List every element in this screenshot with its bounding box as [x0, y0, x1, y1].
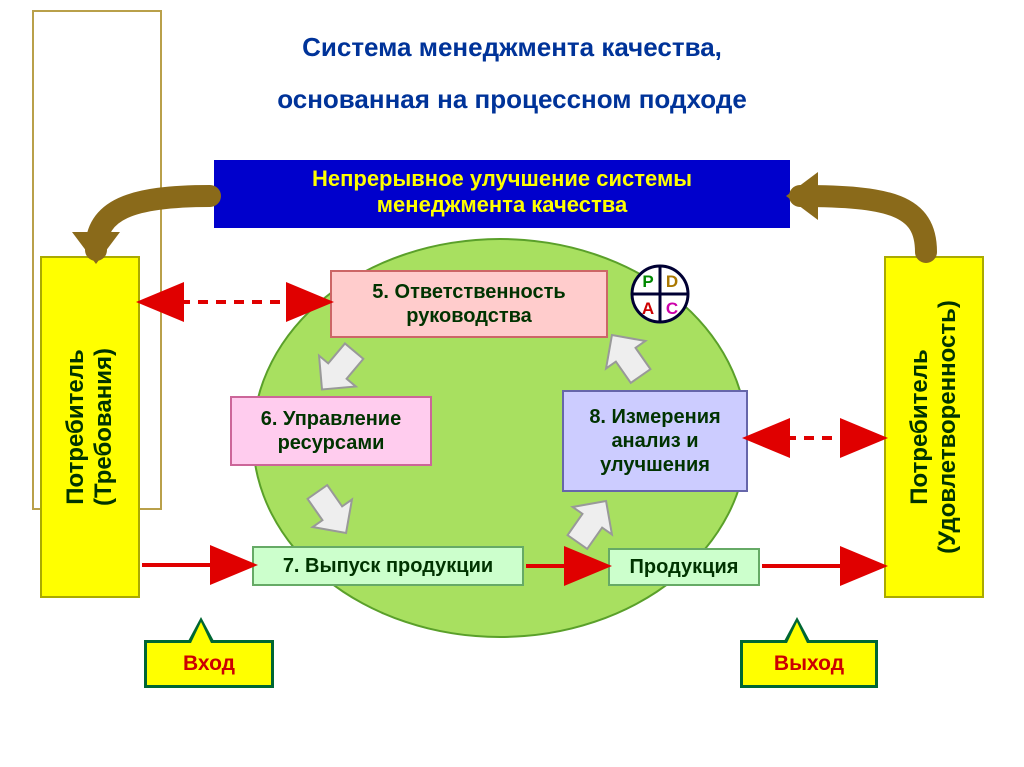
box-product: Продукция	[608, 548, 760, 586]
box-7-line-1: 7. Выпуск продукции	[283, 554, 493, 578]
box-5-line-1: 5. Ответственность	[372, 280, 565, 304]
callout-input-label: Вход	[183, 652, 235, 676]
callout-output-label: Выход	[774, 652, 844, 676]
banner-line-2: менеджмента качества	[222, 192, 782, 218]
box-8-line-2: анализ и	[611, 429, 698, 453]
title-line-1: Система менеджмента качества,	[0, 32, 1024, 63]
box-5-line-2: руководства	[406, 304, 532, 328]
box-8-line-1: 8. Измерения	[589, 405, 720, 429]
banner-line-1: Непрерывное улучшение системы	[222, 166, 782, 192]
consumer-left-line-1: Потребитель	[62, 348, 90, 506]
box-7-production: 7. Выпуск продукции	[252, 546, 524, 586]
box-6-line-1: 6. Управление	[261, 407, 401, 431]
callout-output-tail	[783, 617, 811, 643]
svg-text:P: P	[642, 272, 653, 291]
svg-text:C: C	[666, 299, 678, 318]
box-6-resources: 6. Управление ресурсами	[230, 396, 432, 466]
consumer-satisfaction: Потребитель (Удовлетворенность)	[884, 256, 984, 598]
box-5-responsibility: 5. Ответственность руководства	[330, 270, 608, 338]
consumer-requirements: Потребитель (Требования)	[40, 256, 140, 598]
banner-continuous-improvement: Непрерывное улучшение системы менеджмент…	[212, 158, 792, 230]
box-8-line-3: улучшения	[600, 453, 710, 477]
pdca-wheel: PDAC	[628, 262, 692, 326]
title-line-2: основанная на процессном подходе	[0, 84, 1024, 115]
box-6-line-2: ресурсами	[278, 431, 385, 455]
box-product-line-1: Продукция	[630, 555, 739, 579]
svg-text:D: D	[666, 272, 678, 291]
consumer-right-line-1: Потребитель	[906, 300, 934, 554]
callout-input-tail	[187, 617, 215, 643]
consumer-right-line-2: (Удовлетворенность)	[934, 300, 962, 554]
callout-input: Вход	[144, 640, 274, 688]
svg-text:A: A	[642, 299, 654, 318]
diagram-canvas: Система менеджмента качества, основанная…	[0, 0, 1024, 767]
callout-output: Выход	[740, 640, 878, 688]
consumer-left-line-2: (Требования)	[90, 348, 118, 506]
box-8-measurement: 8. Измерения анализ и улучшения	[562, 390, 748, 492]
